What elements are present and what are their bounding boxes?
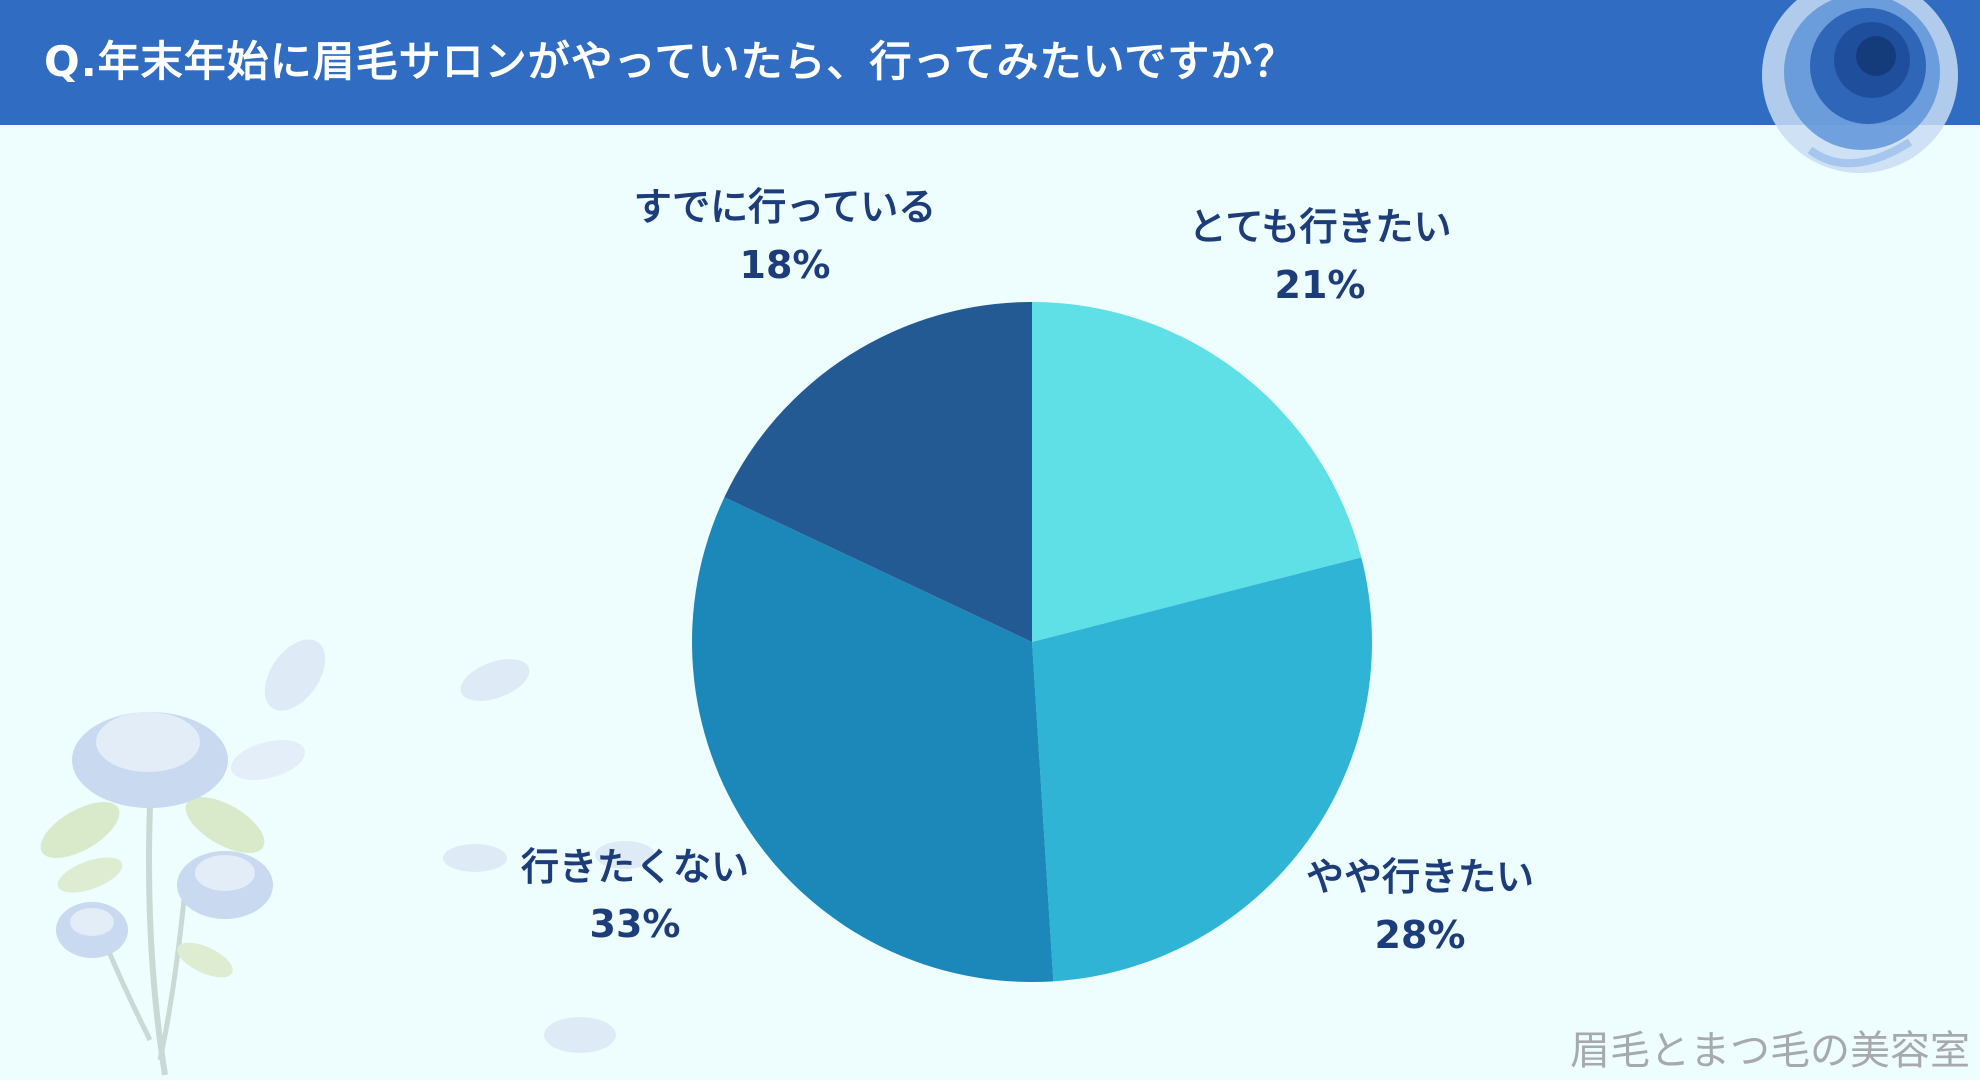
watermark: 眉毛とまつ毛の美容室 (1570, 1028, 1970, 1074)
slice-value-label: 21% (1275, 263, 1366, 307)
flower-decoration-icon (40, 639, 655, 1076)
pie-slice-1 (1032, 302, 1362, 642)
pie-slices (692, 302, 1373, 983)
slice-category-label: すでに行っている (634, 185, 936, 229)
pie-slice-3 (692, 497, 1054, 983)
slice-category-label: やや行きたい (1306, 855, 1534, 899)
slice-value-label: 28% (1375, 913, 1466, 957)
slice-category-label: とても行きたい (1189, 205, 1452, 249)
pie-slice-2 (1032, 557, 1373, 982)
slice-value-label: 18% (740, 243, 831, 287)
pie-labels: とても行きたい 21% やや行きたい 28% 行きたくない 33% すでに行っている 18% (521, 185, 1534, 957)
slice-category-label: 行きたくない (521, 845, 749, 889)
header-bar (0, 0, 1980, 125)
pie-slice-4 (724, 302, 1032, 642)
rose-decoration-icon (1762, 0, 1958, 173)
slice-value-label: 33% (590, 902, 681, 946)
question-title: Q.年末年始に眉毛サロンがやっていたら、行ってみたいですか？ (44, 37, 1297, 86)
